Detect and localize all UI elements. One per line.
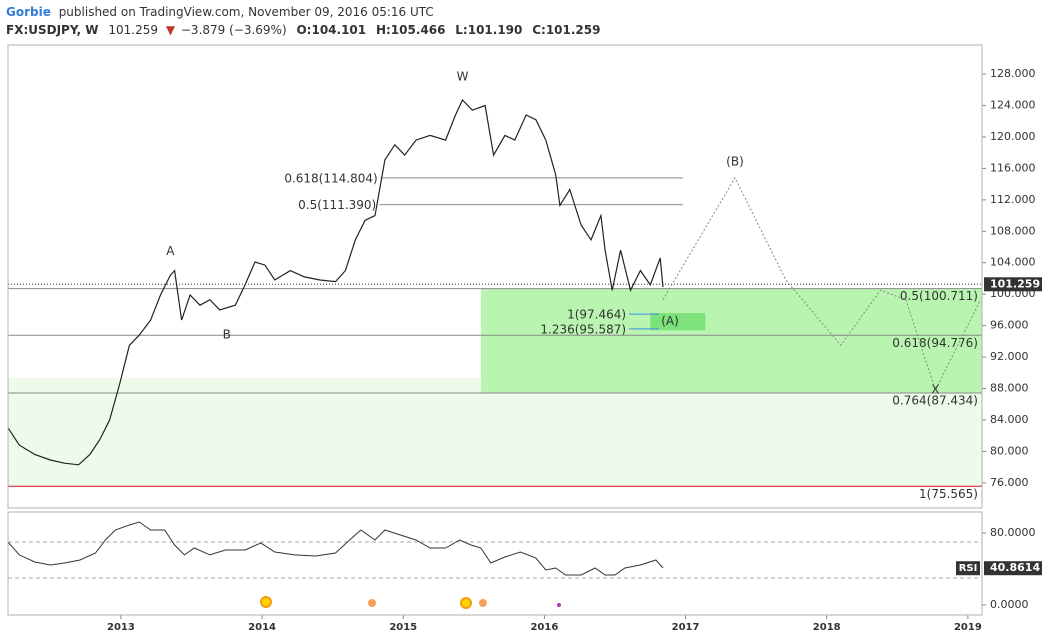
y-tick-label: 76.000	[990, 476, 1029, 489]
y-tick-label: 84.000	[990, 413, 1029, 426]
rsi-last-box	[984, 561, 1042, 576]
y-tick-label: 88.000	[990, 382, 1029, 395]
x-tick-label: 2015	[389, 622, 417, 633]
header-line-1: Gorbie published on TradingView.com, Nov…	[6, 5, 434, 19]
wave-label: A	[166, 244, 175, 258]
published: published on TradingView.com, November 0…	[59, 5, 434, 19]
fib-label: 1(97.464)	[567, 308, 626, 322]
fib-label: 0.5(100.711)	[900, 289, 978, 303]
y-tick-label: 128.000	[990, 67, 1036, 80]
wave-label: W	[457, 70, 469, 84]
y-tick-label: 108.000	[990, 224, 1036, 237]
rsi-name: RSI	[959, 563, 978, 574]
fib-label: 0.618(94.776)	[892, 336, 978, 350]
open: O:104.101	[296, 23, 366, 37]
close: C:101.259	[532, 23, 600, 37]
author[interactable]: Gorbie	[6, 5, 51, 19]
wave-label: (A)	[661, 314, 679, 328]
y-tick-label: 92.000	[990, 350, 1029, 363]
rsi-y-tick-label: 80.0000	[990, 526, 1036, 539]
y-tick-label: 112.000	[990, 193, 1036, 206]
event-icon[interactable]	[460, 597, 472, 609]
x-tick-label: 2018	[813, 622, 841, 633]
fib-label: 0.764(87.434)	[892, 393, 978, 407]
x-tick-label: 2017	[672, 622, 700, 633]
event-icon[interactable]	[557, 603, 561, 607]
zone	[8, 377, 982, 487]
wave-label: X	[931, 383, 939, 397]
rsi-name-box	[956, 561, 980, 576]
y-tick-label: 120.000	[990, 130, 1036, 143]
x-tick-label: 2016	[530, 622, 558, 633]
rsi-pane: 80.0000 0.0000 RSI 40.8614	[7, 521, 1042, 611]
event-icon[interactable]	[260, 596, 272, 608]
rsi-line	[7, 521, 664, 576]
price-frame	[7, 44, 983, 509]
price-line	[7, 98, 664, 466]
fib-label: 0.5(111.390)	[298, 198, 376, 212]
fib-label: 1(75.565)	[919, 487, 978, 501]
event-icon[interactable]	[479, 599, 487, 607]
rsi-frame	[7, 511, 983, 616]
x-tick-label: 2019	[954, 622, 982, 633]
fib-label: 0.618(114.804)	[284, 171, 377, 185]
price-pane: 76.00080.00084.00088.00092.00096.000100.…	[7, 67, 1042, 633]
current-price-box	[984, 277, 1042, 292]
high: H:105.466	[376, 23, 446, 37]
wave-label: B	[223, 328, 231, 342]
low: L:101.190	[455, 23, 522, 37]
y-tick-label: 116.000	[990, 161, 1036, 174]
fib-label: 1.236(95.587)	[540, 322, 626, 336]
down-arrow: ▼	[166, 23, 176, 37]
last: 101.259	[108, 23, 158, 37]
x-tick-label: 2014	[248, 622, 276, 633]
rsi-y-tick-label: 0.0000	[990, 598, 1029, 611]
y-tick-label: 96.000	[990, 319, 1029, 332]
event-icon[interactable]	[368, 599, 376, 607]
projection-line	[662, 176, 982, 392]
y-tick-label: 104.000	[990, 256, 1036, 269]
zone	[650, 313, 706, 331]
current-price-label: 101.259	[990, 277, 1040, 290]
rsi-last-label: 40.8614	[990, 561, 1040, 574]
y-tick-label: 80.000	[990, 444, 1029, 457]
change: −3.879 (−3.69%)	[181, 23, 287, 37]
header-line-2: FX:USDJPY, W 101.259 ▼ −3.879 (−3.69%) O…	[6, 23, 600, 37]
y-tick-label: 124.000	[990, 99, 1036, 112]
symbol: FX:USDJPY, W	[6, 23, 99, 37]
zone	[480, 288, 982, 393]
x-tick-label: 2013	[107, 622, 135, 633]
wave-label: (B)	[726, 155, 744, 169]
